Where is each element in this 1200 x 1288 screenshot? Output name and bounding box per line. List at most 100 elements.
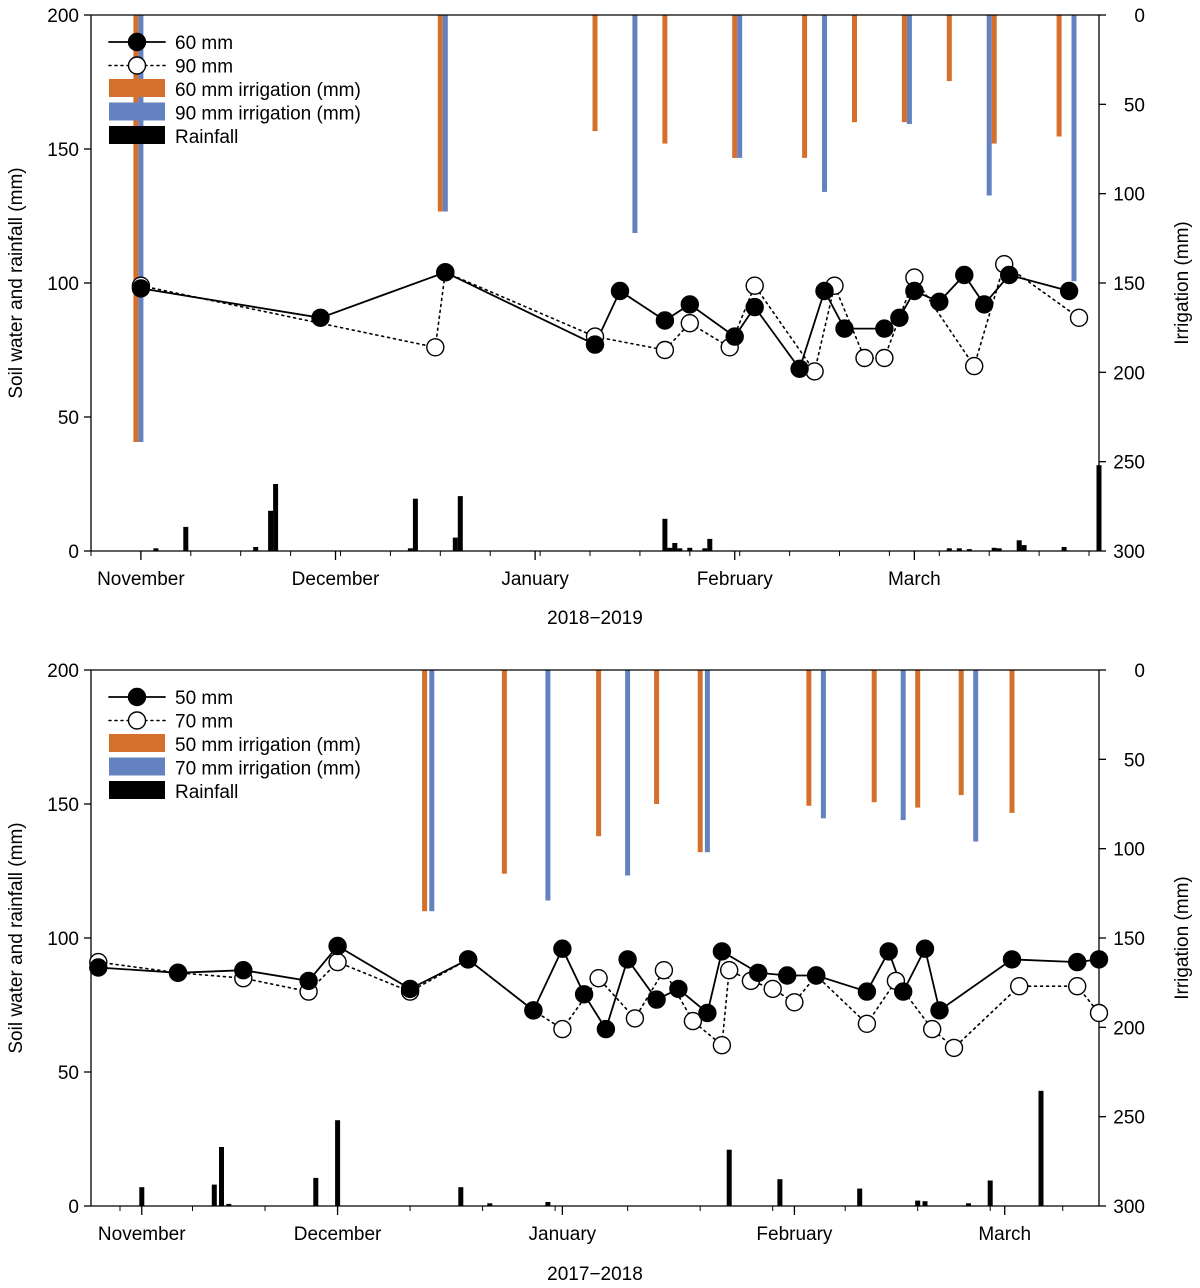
orange-irrigation-bar — [732, 15, 738, 158]
legend-swatch — [109, 79, 165, 97]
y2-tick-label: 100 — [1113, 185, 1145, 206]
rainfall-bar — [407, 548, 413, 551]
orange-irrigation-bar — [915, 670, 921, 808]
rainfall-bar — [273, 484, 279, 551]
legend-label: Rainfall — [175, 782, 238, 803]
filled-point — [328, 936, 347, 956]
rainfall-bar — [667, 547, 673, 551]
y-axis-title: Soil water and rainfall (mm) — [6, 167, 27, 398]
blue-irrigation-bar — [442, 15, 448, 212]
rainfall-bar — [991, 547, 997, 551]
rainfall-bar — [677, 548, 683, 551]
blue-irrigation-bar — [820, 670, 826, 819]
blue-irrigation-bar — [737, 15, 743, 158]
open-point — [875, 348, 894, 368]
filled-point — [458, 950, 478, 969]
open-point — [426, 338, 445, 357]
filled-point — [647, 990, 666, 1009]
y2-tick-label: 250 — [1113, 1108, 1145, 1129]
rainfall-bar — [335, 1120, 341, 1206]
filled-point — [955, 265, 974, 285]
legend-marker — [127, 711, 147, 730]
orange-irrigation-bar — [991, 15, 997, 144]
rainfall-bar — [458, 1187, 464, 1206]
filled-point — [618, 950, 637, 969]
filled-point — [1059, 281, 1079, 301]
filled-point — [311, 308, 330, 327]
filled-point — [905, 281, 924, 301]
orange-irrigation-bar — [422, 670, 428, 912]
series-line-dotted — [140, 262, 1080, 374]
orange-irrigation-bar — [596, 670, 602, 837]
y2-tick-label: 200 — [1113, 363, 1145, 384]
orange-irrigation-bar — [958, 670, 964, 796]
open-point — [855, 348, 874, 368]
rainfall-bar — [966, 1203, 971, 1206]
filled-point — [655, 311, 675, 330]
rainfall-bar — [777, 1179, 783, 1206]
filled-point — [975, 295, 994, 314]
filled-point — [930, 292, 949, 311]
orange-irrigation-bar — [1009, 670, 1015, 813]
filled-point — [745, 297, 764, 317]
filled-point — [1002, 950, 1022, 969]
rainfall-bar — [915, 1200, 921, 1206]
filled-point — [890, 308, 909, 327]
series-line-solid — [139, 271, 1070, 371]
rainfall-bar — [268, 510, 274, 551]
legend-swatch — [109, 781, 165, 799]
rainfall-bar — [545, 1202, 551, 1206]
filled-point — [1067, 952, 1087, 972]
filled-point — [89, 958, 108, 977]
open-point — [625, 1009, 645, 1028]
rainfall-bar — [702, 548, 708, 551]
rainfall-bar — [211, 1184, 217, 1206]
blue-irrigation-bar — [429, 670, 435, 912]
filled-point — [524, 1001, 543, 1020]
rainfall-bar — [412, 498, 418, 551]
rainfall-bar — [996, 548, 1002, 551]
rainfall-bar — [1038, 1090, 1044, 1206]
rainfall-bar — [956, 548, 962, 551]
filled-point — [1089, 950, 1109, 969]
open-point — [944, 1038, 964, 1058]
blue-irrigation-bar — [704, 670, 710, 853]
orange-irrigation-bar — [901, 15, 907, 123]
blue-irrigation-bar — [138, 15, 144, 442]
y2-axis-title: Irrigation (mm) — [1172, 876, 1193, 1000]
rainfall-bar — [922, 1201, 928, 1206]
blue-irrigation-bar — [900, 670, 906, 821]
y-tick-label: 50 — [58, 408, 79, 429]
blue-irrigation-bar — [986, 15, 992, 196]
series-line-solid — [97, 944, 1100, 1032]
filled-point — [168, 963, 188, 982]
open-point — [712, 1035, 732, 1055]
legend-label: 50 mm irrigation (mm) — [175, 735, 361, 756]
open-point — [553, 1019, 572, 1039]
x-month-label: February — [756, 1224, 833, 1245]
series-line-dotted — [97, 958, 1100, 1049]
orange-irrigation-bar — [501, 670, 507, 874]
rainfall-bar — [226, 1203, 232, 1206]
filled-point — [299, 971, 318, 991]
legend-swatch — [109, 757, 165, 776]
y-tick-label: 150 — [47, 795, 79, 816]
open-point — [680, 314, 699, 333]
y-tick-label: 0 — [68, 542, 79, 563]
filled-point — [875, 319, 894, 338]
legend-label: 60 mm — [175, 33, 233, 54]
x-month-label: February — [697, 569, 774, 590]
open-point — [1089, 1003, 1109, 1023]
filled-point — [680, 295, 699, 314]
open-point — [1067, 977, 1087, 996]
y2-tick-label: 0 — [1134, 6, 1145, 27]
y-tick-label: 150 — [47, 140, 79, 161]
open-point — [745, 276, 764, 295]
orange-irrigation-bar — [802, 15, 808, 158]
rainfall-bar — [457, 496, 463, 551]
rainfall-bar — [1021, 545, 1027, 551]
filled-point — [596, 1019, 616, 1039]
y2-tick-label: 300 — [1113, 1197, 1145, 1218]
legend-label: 90 mm irrigation (mm) — [175, 104, 361, 125]
y2-tick-label: 150 — [1113, 929, 1145, 950]
